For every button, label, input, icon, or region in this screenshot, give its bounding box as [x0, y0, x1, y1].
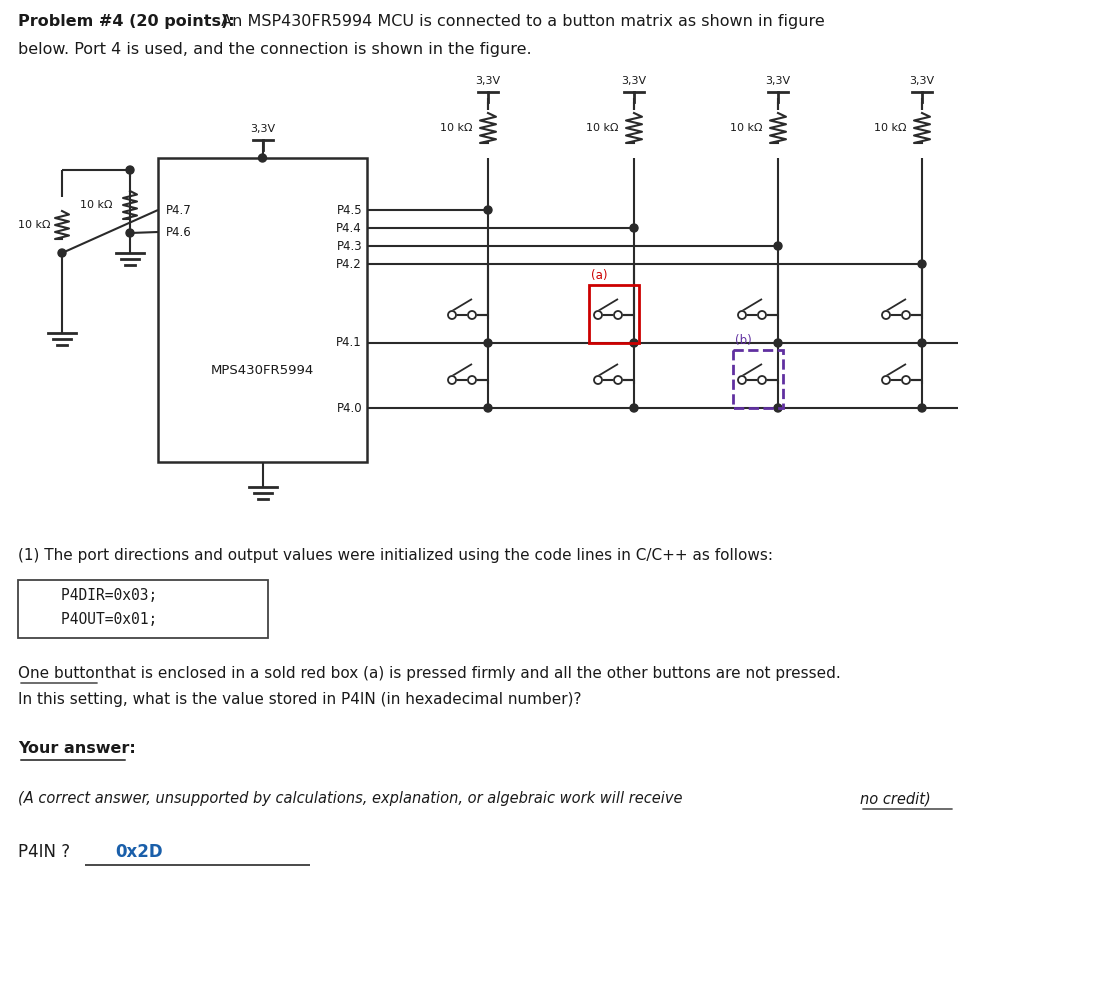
Text: below. Port 4 is used, and the connection is shown in the figure.: below. Port 4 is used, and the connectio…: [18, 42, 532, 57]
Text: P4.6: P4.6: [166, 226, 192, 238]
Text: An MSP430FR5994 MCU is connected to a button matrix as shown in figure: An MSP430FR5994 MCU is connected to a bu…: [216, 14, 825, 29]
Text: P4.5: P4.5: [337, 204, 362, 217]
Text: 10 kΩ: 10 kΩ: [873, 123, 906, 133]
Text: One button: One button: [18, 666, 104, 681]
Text: no credit): no credit): [860, 791, 930, 806]
Circle shape: [738, 376, 746, 384]
Circle shape: [448, 376, 456, 384]
Circle shape: [448, 311, 456, 319]
Circle shape: [468, 311, 476, 319]
Circle shape: [918, 260, 926, 268]
Circle shape: [630, 224, 638, 232]
Bar: [18, 580, 268, 638]
Bar: [733, 350, 783, 408]
Circle shape: [774, 404, 782, 412]
Bar: [589, 285, 638, 343]
Circle shape: [484, 404, 491, 412]
Text: P4.2: P4.2: [337, 257, 362, 270]
Text: 10 kΩ: 10 kΩ: [730, 123, 762, 133]
Text: 3,3V: 3,3V: [766, 76, 791, 86]
Text: P4OUT=0x01;: P4OUT=0x01;: [26, 612, 157, 627]
Text: (1) The port directions and output values were initialized using the code lines : (1) The port directions and output value…: [18, 548, 773, 563]
Circle shape: [758, 376, 766, 384]
Text: 10 kΩ: 10 kΩ: [18, 220, 50, 230]
Circle shape: [593, 376, 602, 384]
Circle shape: [758, 311, 766, 319]
Text: MPS430FR5994: MPS430FR5994: [211, 363, 314, 376]
Circle shape: [484, 206, 491, 214]
Text: P4.4: P4.4: [337, 222, 362, 234]
Text: 10 kΩ: 10 kΩ: [79, 200, 112, 210]
Text: 3,3V: 3,3V: [250, 124, 275, 134]
Text: P4.7: P4.7: [166, 204, 192, 217]
Text: Your answer:: Your answer:: [18, 741, 136, 756]
Circle shape: [614, 376, 622, 384]
Circle shape: [918, 339, 926, 347]
Circle shape: [902, 376, 911, 384]
Circle shape: [126, 166, 134, 174]
Circle shape: [630, 404, 638, 412]
Text: Problem #4 (20 points):: Problem #4 (20 points):: [18, 14, 235, 29]
Circle shape: [902, 311, 911, 319]
Text: 10 kΩ: 10 kΩ: [440, 123, 472, 133]
Text: (a): (a): [591, 269, 608, 282]
Circle shape: [882, 376, 890, 384]
Circle shape: [259, 154, 267, 162]
Text: P4DIR=0x03;: P4DIR=0x03;: [26, 588, 157, 603]
Text: P4.1: P4.1: [337, 336, 362, 350]
Text: that is enclosed in a sold red box (a) is pressed firmly and all the other butto: that is enclosed in a sold red box (a) i…: [100, 666, 840, 681]
Text: (b): (b): [735, 334, 751, 347]
Circle shape: [468, 376, 476, 384]
Text: In this setting, what is the value stored in P4IN (in hexadecimal number)?: In this setting, what is the value store…: [18, 692, 581, 707]
Text: 3,3V: 3,3V: [621, 76, 646, 86]
Circle shape: [882, 311, 890, 319]
Circle shape: [738, 311, 746, 319]
Circle shape: [126, 229, 134, 237]
Text: (A correct answer, unsupported by calculations, explanation, or algebraic work w: (A correct answer, unsupported by calcul…: [18, 791, 687, 806]
Circle shape: [484, 339, 491, 347]
Text: P4IN ?: P4IN ?: [18, 843, 70, 861]
Circle shape: [593, 311, 602, 319]
Circle shape: [918, 404, 926, 412]
Text: 3,3V: 3,3V: [909, 76, 935, 86]
Circle shape: [58, 249, 66, 257]
Text: 10 kΩ: 10 kΩ: [586, 123, 618, 133]
Circle shape: [774, 242, 782, 250]
Circle shape: [630, 339, 638, 347]
Circle shape: [614, 311, 622, 319]
Bar: [158, 158, 367, 462]
Text: 3,3V: 3,3V: [475, 76, 500, 86]
Circle shape: [774, 339, 782, 347]
Text: P4.3: P4.3: [337, 239, 362, 252]
Text: 0x2D: 0x2D: [115, 843, 162, 861]
Text: P4.0: P4.0: [337, 401, 362, 414]
